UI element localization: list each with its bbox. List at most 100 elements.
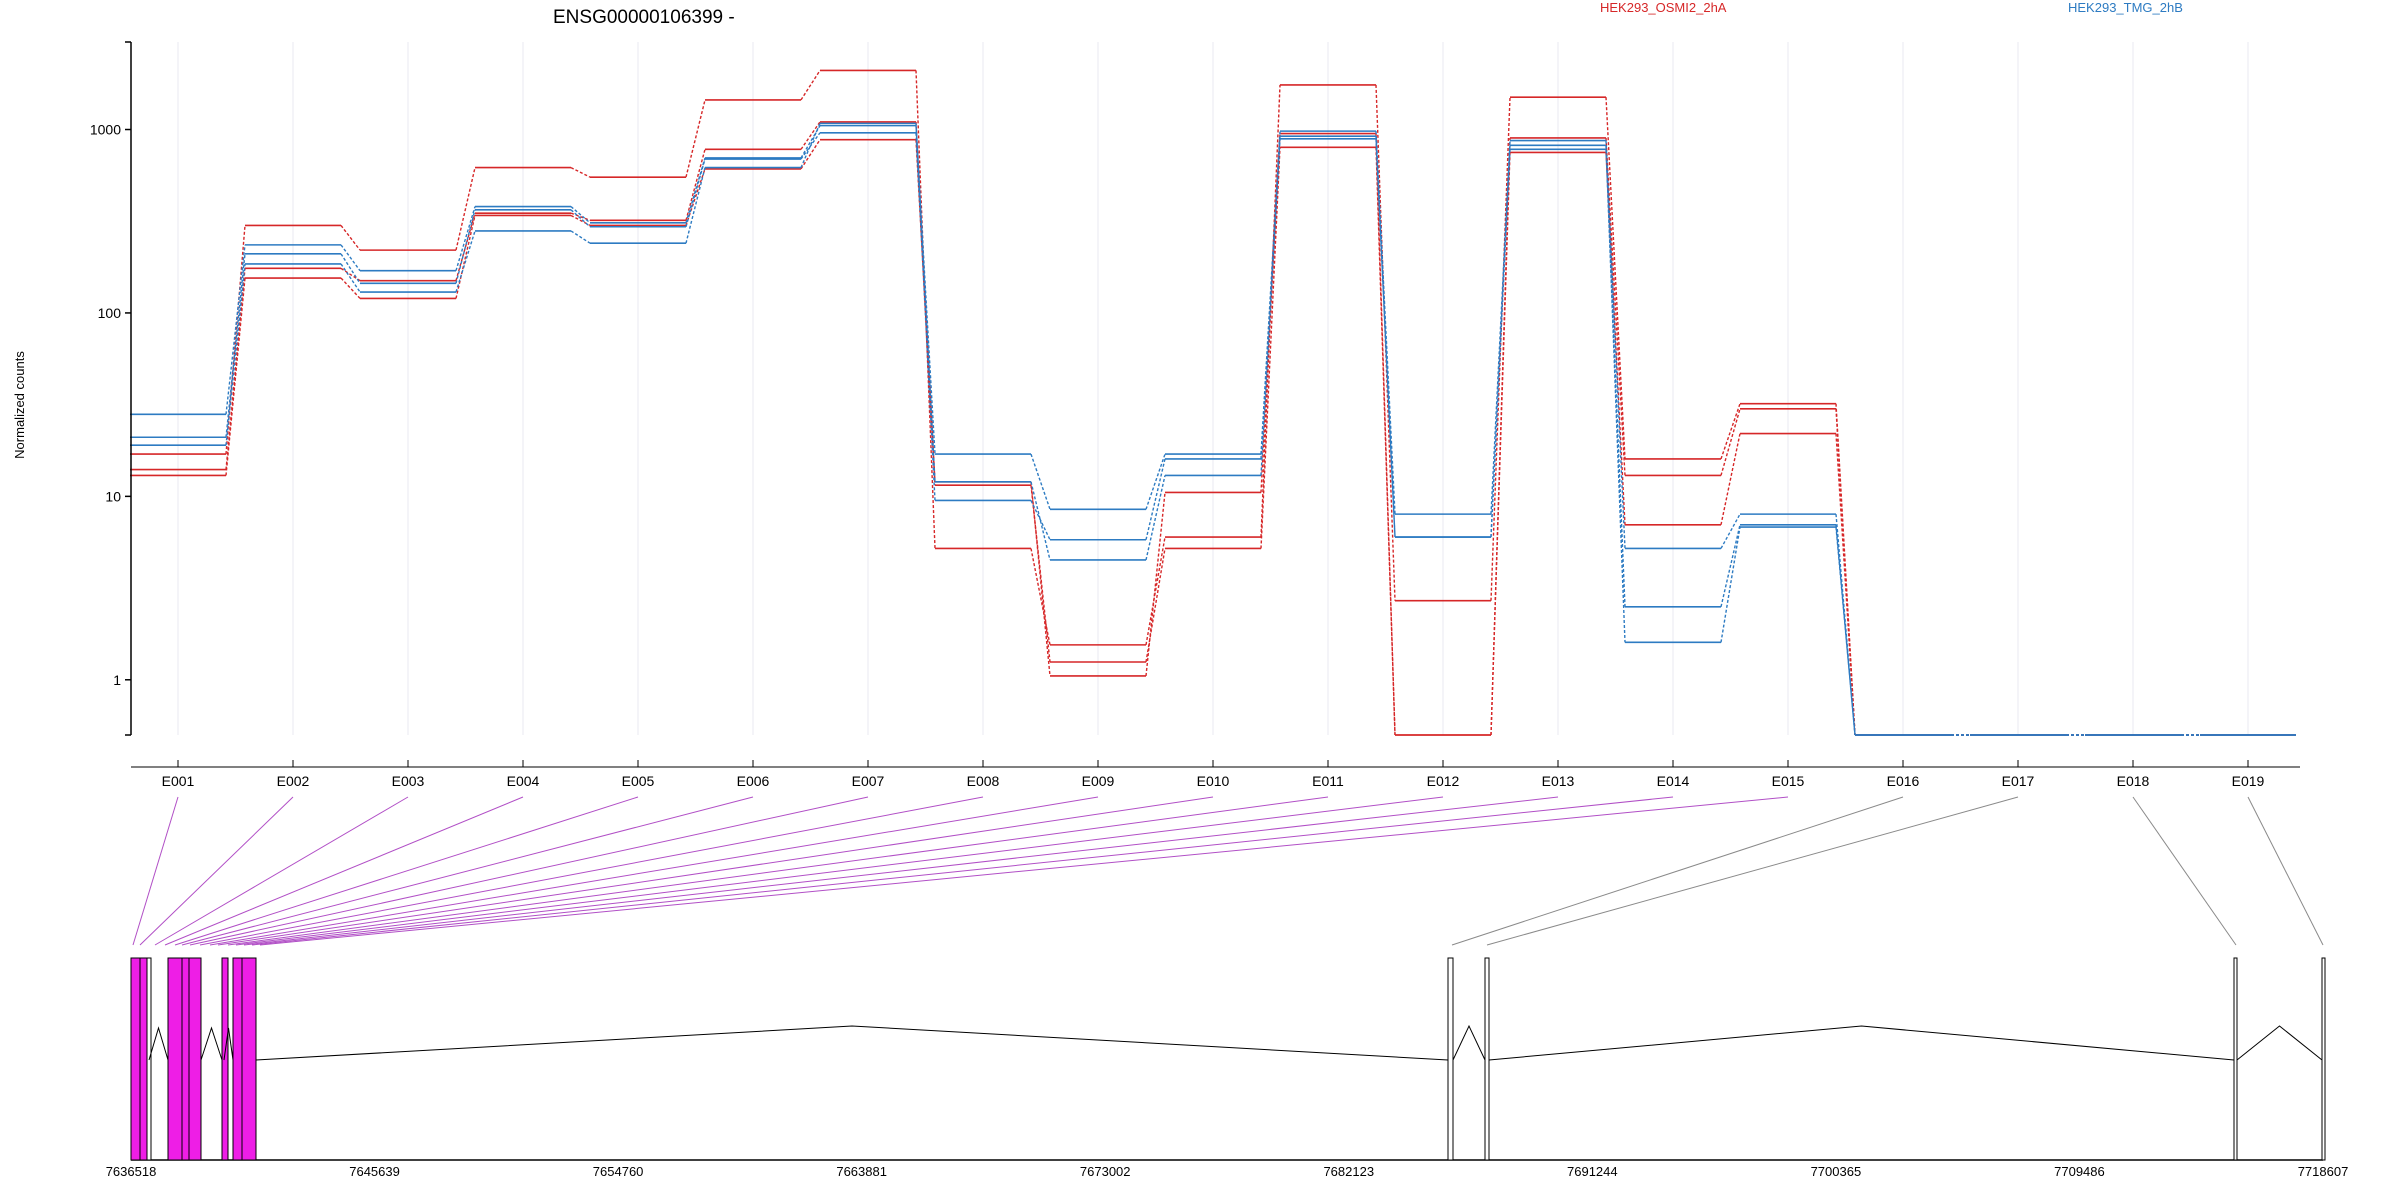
- series-connector: [915, 132, 936, 501]
- exon-block: [232, 957, 243, 1161]
- exon-connector: [259, 796, 1789, 946]
- gene-axis-label: 7654760: [593, 1164, 644, 1179]
- series-connector: [1490, 145, 1511, 538]
- x-tick-label: E009: [1082, 773, 1115, 789]
- exon-block: [1447, 957, 1454, 1161]
- series-connector: [455, 209, 476, 284]
- series-connector: [1605, 140, 1626, 549]
- exon-connector: [217, 796, 1214, 946]
- x-tick-label: E010: [1197, 773, 1230, 789]
- series-connector: [340, 263, 361, 293]
- exon-block: [139, 957, 148, 1161]
- legend-label-tmg: HEK293_TMG_2hB: [2068, 0, 2183, 15]
- intron-line: [1488, 1025, 2235, 1061]
- series-connector: [340, 224, 361, 251]
- series-connector: [1490, 140, 1511, 515]
- series-connector: [1720, 433, 1741, 525]
- exon-block: [188, 957, 202, 1161]
- series-connector: [685, 158, 706, 227]
- series-connector: [225, 268, 246, 470]
- series-connector: [340, 253, 361, 284]
- x-tick-label: E007: [852, 773, 885, 789]
- series-connector: [1605, 97, 1626, 459]
- x-tick-label: E011: [1312, 773, 1344, 789]
- series-connector: [570, 209, 591, 228]
- x-tick-label: E012: [1427, 773, 1460, 789]
- exon-block: [1484, 957, 1490, 1161]
- series-connector: [1375, 147, 1396, 736]
- series-connector: [800, 70, 821, 101]
- x-tick-label: E013: [1542, 773, 1575, 789]
- series-connector: [570, 166, 591, 178]
- series-connector: [570, 212, 591, 221]
- exon-connector: [227, 796, 1329, 946]
- series-connector: [685, 167, 706, 244]
- series-connector: [1145, 458, 1166, 540]
- y-axis-label: Normalized counts: [12, 351, 27, 459]
- series-connector: [1835, 408, 1856, 736]
- series-connector: [1030, 481, 1051, 561]
- series-connector: [1605, 145, 1626, 643]
- exon-connector: [132, 796, 179, 946]
- x-tick-label: E019: [2232, 773, 2265, 789]
- intron-line: [200, 1026, 223, 1061]
- series-connector: [225, 277, 246, 476]
- y-tick-label: 1: [113, 672, 121, 688]
- exon-connector: [243, 796, 1559, 946]
- series-connector: [800, 139, 821, 170]
- series-connector: [1145, 536, 1166, 645]
- exon-block: [2321, 957, 2326, 1161]
- series-connector: [1720, 408, 1741, 476]
- exon-connector: [2247, 796, 2324, 946]
- series-connector: [1030, 453, 1051, 510]
- exon-block: [130, 957, 141, 1161]
- gene-axis-label: 7663881: [836, 1164, 887, 1179]
- x-tick-label: E017: [2002, 773, 2035, 789]
- plot-gridlines: [177, 42, 2249, 735]
- x-tick-label: E008: [967, 773, 1000, 789]
- exon-block: [221, 957, 229, 1161]
- exon-connector: [209, 796, 1099, 946]
- series-connector: [1260, 147, 1281, 549]
- exon-block: [2233, 957, 2238, 1161]
- exon-block: [181, 957, 190, 1161]
- series-connector: [340, 244, 361, 272]
- x-tick-label: E003: [392, 773, 425, 789]
- gene-axis-label: 7645639: [349, 1164, 400, 1179]
- series-connector: [1145, 548, 1166, 663]
- exon-block: [167, 957, 183, 1161]
- series-connector: [455, 215, 476, 299]
- series-connector: [570, 230, 591, 244]
- series-connector: [1030, 481, 1051, 676]
- series-connector: [1145, 453, 1166, 510]
- gene-axis-label: 7636518: [106, 1164, 157, 1179]
- series-connector: [1720, 524, 1741, 607]
- y-tick-label: 1000: [90, 122, 121, 138]
- series-connector: [1030, 548, 1051, 646]
- series-connector: [1605, 137, 1626, 476]
- exon-connector: [139, 796, 294, 946]
- exon-connector-lines: [132, 796, 2324, 946]
- x-tick-label: E018: [2117, 773, 2150, 789]
- gene-axis-label: 7718607: [2298, 1164, 2349, 1179]
- x-tick-label: E001: [162, 773, 195, 789]
- series-connector: [800, 123, 821, 168]
- exon-connector: [2132, 796, 2237, 946]
- series-connector: [1145, 475, 1166, 561]
- exon-connector: [235, 796, 1444, 946]
- series-connector: [1490, 152, 1511, 736]
- gene-axis-label: 7673002: [1080, 1164, 1131, 1179]
- series-connector: [225, 263, 246, 446]
- plot-series: [130, 69, 2296, 736]
- exon-connector: [1451, 796, 1904, 946]
- exon-connector: [1486, 796, 2019, 946]
- x-tick-label: E002: [277, 773, 310, 789]
- series-connector: [1490, 97, 1511, 601]
- intron-line: [223, 1027, 234, 1061]
- gene-model-track: 7636518 7645639 7654760 7663881 7673002 76821…: [106, 957, 2349, 1179]
- x-tick-label: E016: [1887, 773, 1920, 789]
- series-connector: [455, 167, 476, 251]
- series-connector: [225, 253, 246, 438]
- series-connector: [1720, 513, 1741, 549]
- series-connector: [685, 149, 706, 221]
